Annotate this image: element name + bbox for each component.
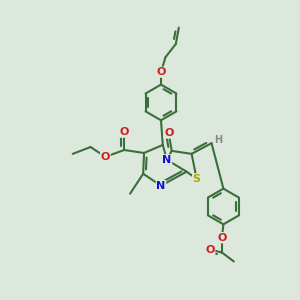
Text: O: O xyxy=(119,127,129,137)
Text: O: O xyxy=(206,244,215,255)
Text: O: O xyxy=(156,67,166,77)
Text: N: N xyxy=(162,155,172,165)
Text: H: H xyxy=(214,135,222,145)
Text: S: S xyxy=(193,174,201,184)
Text: O: O xyxy=(217,233,226,243)
Text: O: O xyxy=(101,152,110,162)
Text: O: O xyxy=(164,128,173,138)
Text: N: N xyxy=(156,181,166,191)
